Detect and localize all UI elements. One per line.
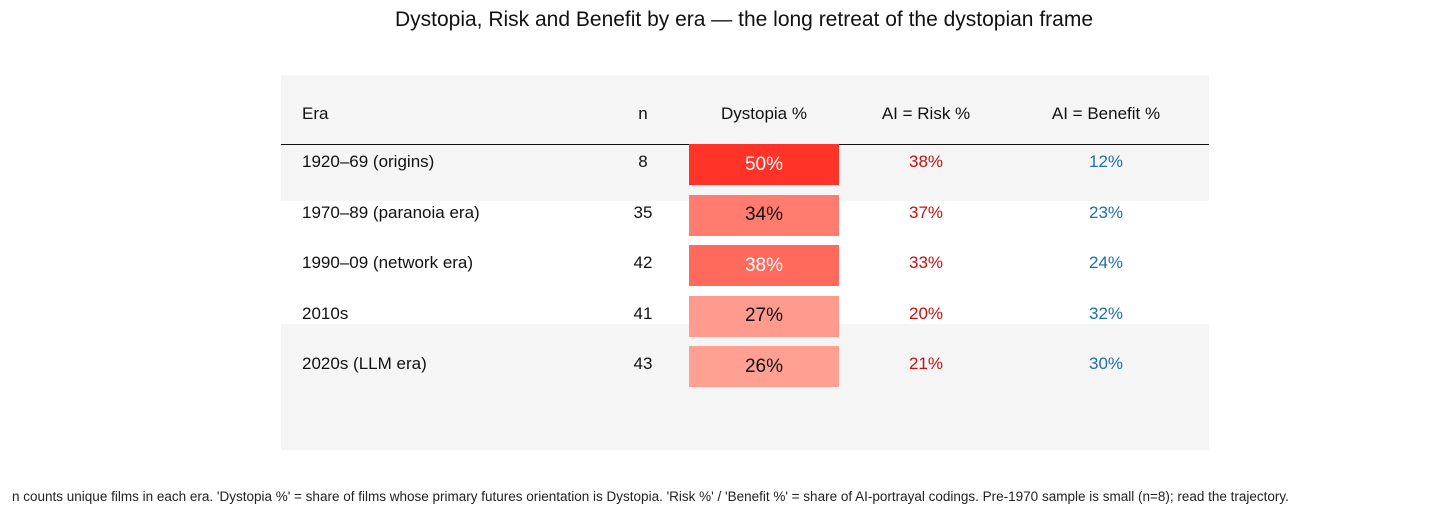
- row-risk: 37%: [908, 202, 944, 222]
- row-dystopia-cell: 50%: [689, 144, 839, 185]
- row-n: 43: [633, 354, 653, 374]
- header-risk: AI = Risk %: [881, 104, 971, 123]
- row-benefit: 32%: [1088, 303, 1124, 323]
- row-benefit: 30%: [1088, 354, 1124, 374]
- table-panel: Era n Dystopia % AI = Risk % AI = Benefi…: [281, 75, 1209, 450]
- row-era: 2010s: [302, 303, 349, 323]
- row-era: 1920–69 (origins): [302, 152, 435, 171]
- header-benefit: AI = Benefit %: [1051, 104, 1161, 123]
- row-era: 1970–89 (paranoia era): [302, 202, 480, 222]
- row-risk: 20%: [908, 303, 944, 323]
- row-benefit: 12%: [1088, 152, 1124, 171]
- chart-title: Dystopia, Risk and Benefit by era — the …: [394, 8, 1094, 31]
- footnote: n counts unique films in each era. 'Dyst…: [12, 489, 1289, 504]
- row-n: 8: [638, 152, 648, 171]
- row-dystopia-cell: 34%: [689, 194, 839, 236]
- row-dystopia-cell: 38%: [689, 245, 839, 287]
- row-risk: 38%: [908, 152, 944, 171]
- row-risk: 21%: [908, 354, 944, 374]
- header-era: Era: [302, 104, 329, 123]
- row-benefit: 24%: [1088, 253, 1124, 273]
- row-n: 35: [633, 202, 653, 222]
- header-n: n: [638, 104, 648, 123]
- row-n: 41: [633, 303, 653, 323]
- row-benefit: 23%: [1088, 202, 1124, 222]
- row-risk: 33%: [908, 253, 944, 273]
- row-era: 2020s (LLM era): [302, 354, 427, 374]
- header-dystopia: Dystopia %: [721, 104, 807, 123]
- row-dystopia-cell: 26%: [689, 346, 839, 388]
- row-dystopia-cell: 27%: [689, 295, 839, 337]
- row-era: 1990–09 (network era): [302, 253, 474, 273]
- row-n: 42: [633, 253, 653, 273]
